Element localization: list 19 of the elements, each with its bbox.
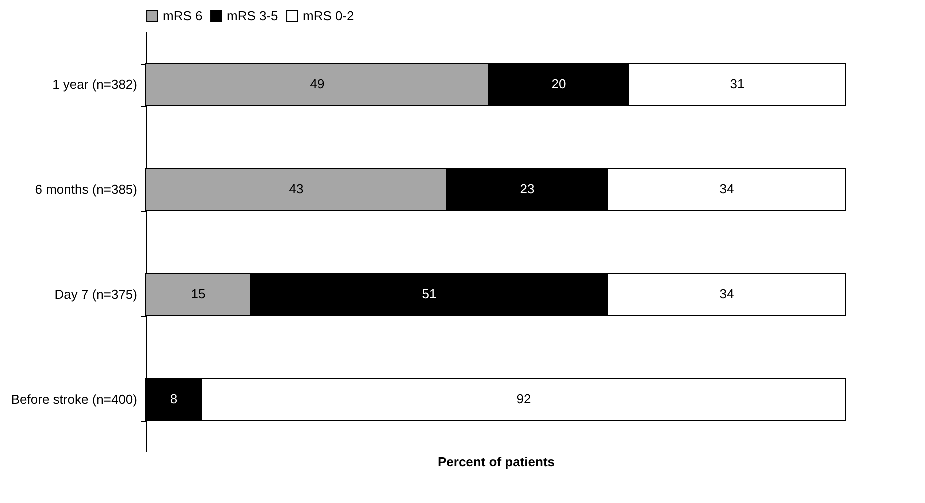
y-tick-label: Day 7 (n=375) (54, 287, 138, 302)
data-label: 31 (730, 76, 745, 92)
y-tick-label: 6 months (n=385) (35, 182, 138, 197)
y-tick-label: 1 year (n=382) (52, 77, 138, 92)
x-axis-title: Percent of patients (438, 454, 556, 470)
legend-label: mRS 6 (163, 8, 203, 24)
data-label: 49 (310, 76, 325, 92)
legend-label: mRS 0-2 (303, 8, 354, 24)
data-label: 34 (720, 182, 734, 196)
data-label: 43 (289, 182, 304, 196)
data-label: 20 (552, 76, 566, 92)
y-tick-label: Before stroke (n=400) (11, 392, 138, 407)
data-label: 34 (720, 286, 734, 302)
data-label: 8 (170, 392, 178, 406)
data-label: 92 (516, 392, 532, 406)
data-label: 51 (422, 286, 437, 302)
data-label: 23 (520, 182, 535, 196)
legend-label: mRS 3-5 (227, 8, 278, 24)
data-label: 15 (191, 286, 206, 302)
